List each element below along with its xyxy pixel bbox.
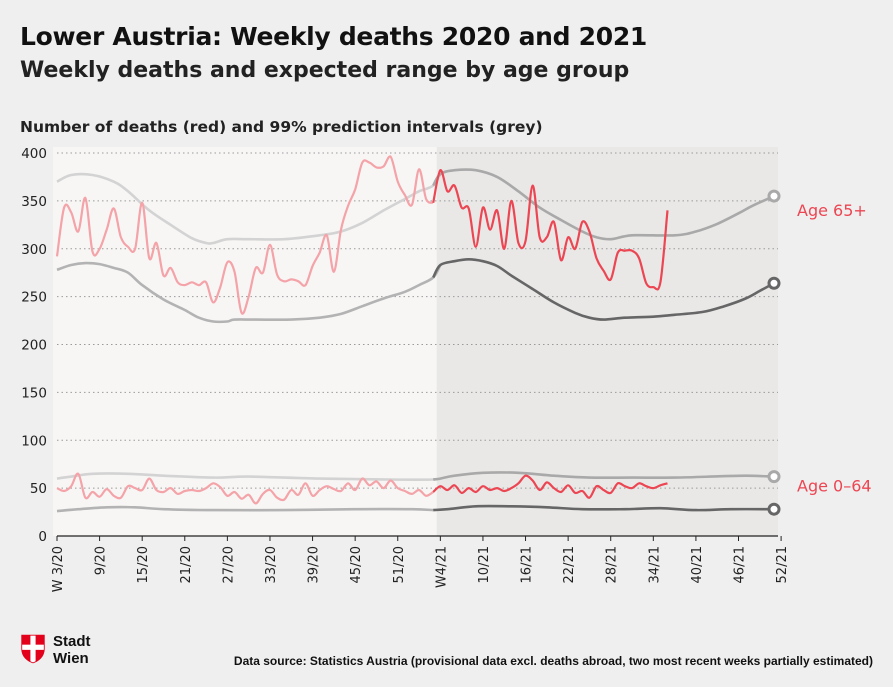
deaths-2021-65plus bbox=[432, 169, 669, 291]
background-2020 bbox=[53, 147, 437, 536]
data-source: Data source: Statistics Austria (provisi… bbox=[233, 654, 873, 668]
deaths-2020-0-64 bbox=[56, 472, 434, 505]
x-tick-label: 27/20 bbox=[221, 546, 236, 583]
group-label-0-64: Age 0–64 bbox=[797, 476, 872, 495]
pi-lower-2021-0-64 bbox=[433, 504, 775, 512]
pi-lower-2020-0-64 bbox=[56, 505, 434, 513]
group-label-65plus: Age 65+ bbox=[797, 201, 867, 220]
x-tick-label: 22/21 bbox=[562, 546, 577, 583]
group-labels: Age 65+ Age 0–64 bbox=[797, 201, 872, 495]
x-tick-label: 45/20 bbox=[349, 546, 364, 583]
chart-title: Number of deaths (red) and 99% predictio… bbox=[20, 118, 543, 136]
pi-lower-endpoint-0-64 bbox=[767, 502, 781, 516]
y-tick-label: 400 bbox=[21, 146, 47, 162]
y-tick-label: 200 bbox=[21, 338, 47, 354]
x-tick-label: 16/21 bbox=[520, 546, 535, 583]
logo-line-2: Wien bbox=[53, 650, 89, 667]
page-subtitle: Weekly deaths and expected range by age … bbox=[20, 58, 630, 83]
x-tick-label: 46/21 bbox=[733, 546, 748, 583]
gridlines bbox=[57, 152, 778, 489]
x-axis: W 3/20 9/20 15/20 21/20 27/20 33/20 39/20 45/20… bbox=[51, 535, 790, 592]
deaths-2020-65plus bbox=[55, 155, 434, 315]
x-tick-label: 9/20 bbox=[94, 546, 109, 575]
pi-lower-endpoint-65plus bbox=[767, 276, 781, 290]
vienna-logo-icon bbox=[21, 634, 45, 664]
x-tick-label: 34/21 bbox=[647, 546, 662, 583]
x-tick-label: W 3/20 bbox=[51, 546, 66, 592]
deaths-2021-0-64 bbox=[432, 474, 668, 499]
x-tick-label: 10/21 bbox=[477, 546, 492, 583]
pi-upper-2020-0-64 bbox=[56, 472, 441, 481]
pi-upper-2020-65plus bbox=[56, 172, 442, 245]
pi-upper-endpoint-0-64 bbox=[767, 470, 781, 484]
y-axis: 0 50 100 150 200 250 300 350 400 bbox=[21, 146, 47, 545]
x-tick-label: 40/21 bbox=[690, 546, 705, 583]
x-tick-label: 52/21 bbox=[775, 546, 790, 583]
pi-upper-endpoint-65plus bbox=[767, 189, 781, 203]
x-tick-label: 21/20 bbox=[179, 546, 194, 583]
page-title: Lower Austria: Weekly deaths 2020 and 20… bbox=[20, 22, 648, 51]
logo-line-1: Stadt bbox=[53, 633, 91, 650]
logo-text: Stadt Wien bbox=[53, 633, 91, 667]
y-tick-label: 350 bbox=[21, 194, 47, 210]
x-tick-label: 33/20 bbox=[264, 546, 279, 583]
y-tick-label: 150 bbox=[21, 385, 47, 401]
y-tick-label: 0 bbox=[38, 529, 47, 545]
y-tick-label: 250 bbox=[21, 290, 47, 306]
y-tick-label: 50 bbox=[30, 481, 47, 497]
x-tick-label: 51/20 bbox=[392, 546, 407, 583]
y-tick-label: 300 bbox=[21, 242, 47, 258]
pi-lower-2020-65plus bbox=[56, 261, 442, 324]
x-tick-label: 39/20 bbox=[307, 546, 322, 583]
x-tick-label: W4/21 bbox=[434, 546, 449, 588]
pi-upper-2021-0-64 bbox=[432, 471, 775, 481]
series-lines bbox=[55, 155, 781, 516]
y-tick-label: 100 bbox=[21, 433, 47, 449]
x-tick-label: 15/20 bbox=[136, 546, 151, 583]
pi-lower-2021-65plus bbox=[432, 258, 775, 321]
x-tick-label: 28/21 bbox=[605, 546, 620, 583]
chart-background bbox=[53, 147, 778, 536]
